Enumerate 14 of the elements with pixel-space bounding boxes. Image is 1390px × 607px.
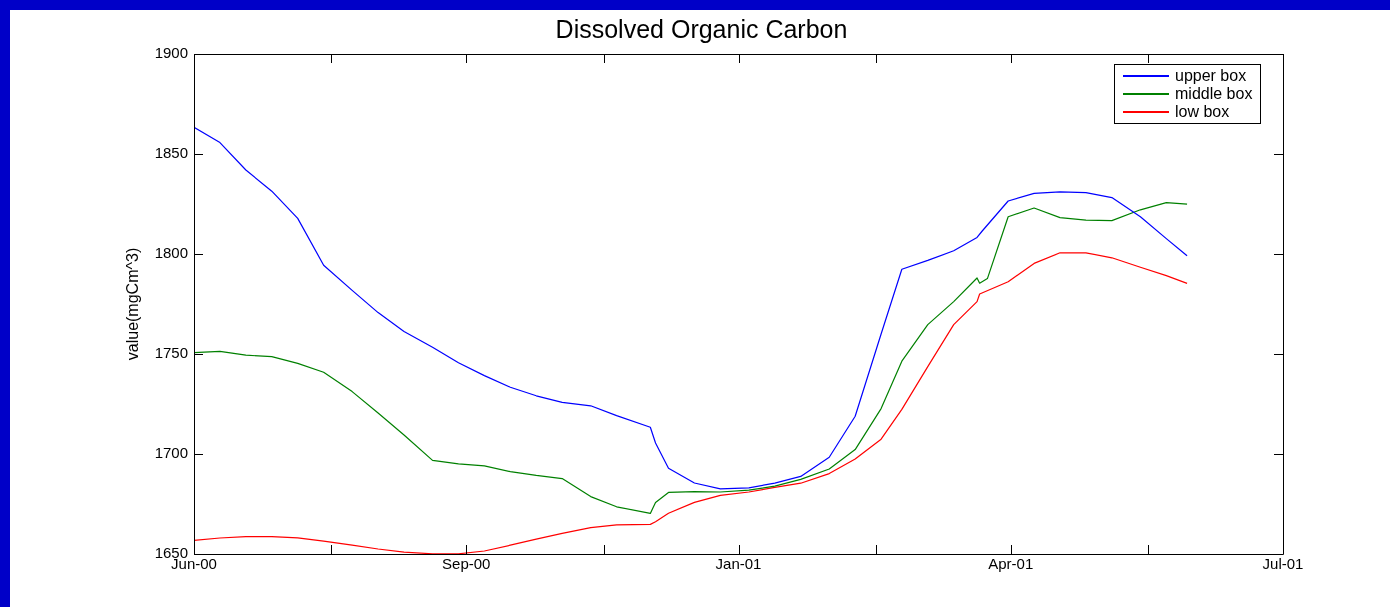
chart-title: Dissolved Organic Carbon [555,14,848,43]
y-axis-title: value(mgCm^3) [124,247,142,361]
x-tick-label: Jul-01 [1262,555,1304,573]
y-tick-label: 1750 [154,344,188,362]
x-tick-label: Sep-00 [442,555,491,573]
y-tick-label: 1700 [154,444,188,462]
legend-label: upper box [1175,67,1247,85]
x-tick-label: Jan-01 [715,555,762,573]
y-tick-label: 1800 [154,244,188,262]
legend-label: low box [1175,103,1230,121]
y-tick-label: 1850 [154,144,188,162]
legend-label: middle box [1175,85,1253,103]
y-tick-label: 1900 [154,44,188,62]
x-tick-label: Apr-01 [988,555,1034,573]
